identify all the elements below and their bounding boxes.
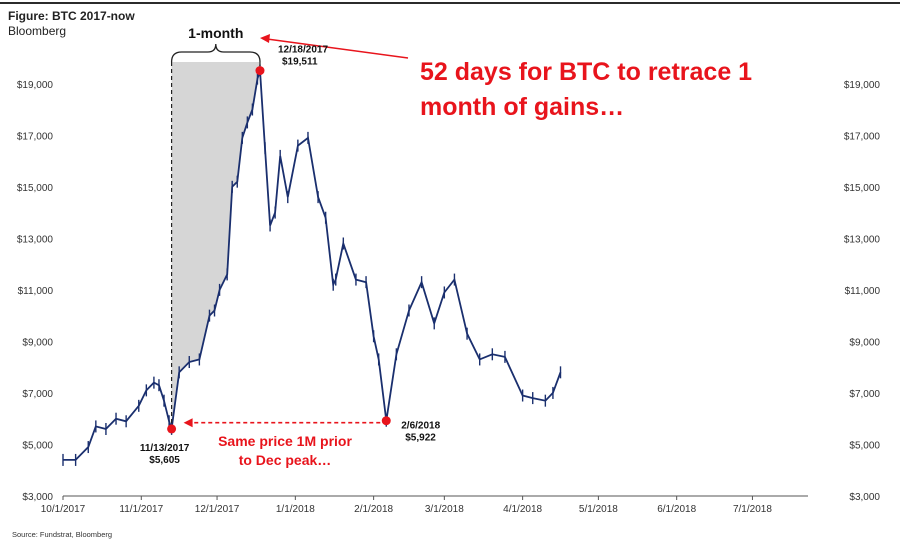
x-tick-label: 2/1/2018	[354, 504, 393, 515]
x-tick-label: 11/1/2017	[119, 504, 163, 515]
y-tick-label-right: $15,000	[844, 183, 881, 194]
bracket-curly	[170, 43, 261, 63]
y-axis-left-ticks: $3,000 $5,000 $7,000 $9,000 $11,000 $13,000 $1…	[17, 80, 54, 503]
y-tick-label-right: $17,000	[844, 131, 881, 142]
y-tick-label-right: $19,000	[844, 80, 881, 91]
annotation-date: 11/13/2017	[140, 443, 190, 454]
x-axis-ticks: 10/1/2017 11/1/2017 12/1/2017 1/1/2018 2/1/2…	[41, 496, 772, 515]
source-note: Source: Fundstrat, Bloomberg	[12, 530, 113, 539]
x-tick-label: 1/1/2018	[276, 504, 315, 515]
one-month-label: 1-month	[188, 25, 243, 41]
annotation-value: $5,922	[405, 433, 436, 444]
y-tick-label-left: $5,000	[22, 440, 53, 451]
one-month-shaded-region	[171, 62, 260, 429]
y-tick-label-right: $9,000	[849, 337, 880, 348]
x-tick-label: 7/1/2018	[733, 504, 772, 515]
annotation-value: $19,511	[282, 57, 318, 68]
same-price-line-1: Same price 1M prior	[218, 433, 352, 449]
y-tick-label-left: $17,000	[17, 131, 54, 142]
annotation-markers: 12/18/2017$19,511 11/13/2017$5,605 2/6/201…	[140, 45, 441, 466]
y-tick-label-left: $19,000	[17, 80, 54, 91]
x-tick-label: 12/1/2017	[195, 504, 240, 515]
y-tick-label-left: $15,000	[17, 183, 54, 194]
x-tick-label: 5/1/2018	[579, 504, 618, 515]
headline-arrow-line	[266, 38, 409, 59]
annotation-date: 12/18/2017	[278, 45, 328, 56]
annotation-point	[381, 416, 391, 426]
x-tick-label: 6/1/2018	[657, 504, 696, 515]
y-tick-label-left: $7,000	[22, 389, 53, 400]
y-tick-label-left: $9,000	[22, 337, 53, 348]
btc-price-line	[63, 70, 562, 461]
x-tick-label: 10/1/2017	[41, 504, 86, 515]
same-price-arrow-head	[183, 418, 193, 428]
btc-price-bars	[62, 64, 562, 466]
x-tick-label: 3/1/2018	[425, 504, 464, 515]
figure-subtitle: Bloomberg	[8, 24, 67, 38]
annotation-point	[167, 424, 177, 434]
y-tick-label-right: $7,000	[849, 389, 880, 400]
y-tick-label-left: $11,000	[18, 286, 54, 297]
headline-arrow-head	[260, 34, 270, 43]
y-axis-right-ticks: $3,000 $5,000 $7,000 $9,000 $11,000 $13,000 $1…	[844, 80, 881, 503]
headline-line-1: 52 days for BTC to retrace 1	[420, 58, 752, 86]
y-tick-label-left: $13,000	[17, 234, 54, 245]
annotation-point	[255, 66, 265, 76]
top-rule	[0, 2, 900, 4]
same-price-line-2: to Dec peak…	[239, 452, 332, 468]
y-tick-label-right: $11,000	[845, 286, 881, 297]
figure-title: Figure: BTC 2017-now	[8, 9, 135, 23]
annotation-value: $5,605	[149, 455, 180, 466]
y-tick-label-right: $5,000	[849, 440, 880, 451]
y-tick-label-right: $3,000	[849, 492, 880, 503]
headline-line-2: month of gains…	[420, 93, 624, 121]
annotation-date: 2/6/2018	[401, 421, 440, 432]
y-tick-label-left: $3,000	[22, 492, 53, 503]
y-tick-label-right: $13,000	[844, 234, 881, 245]
x-tick-label: 4/1/2018	[503, 504, 542, 515]
